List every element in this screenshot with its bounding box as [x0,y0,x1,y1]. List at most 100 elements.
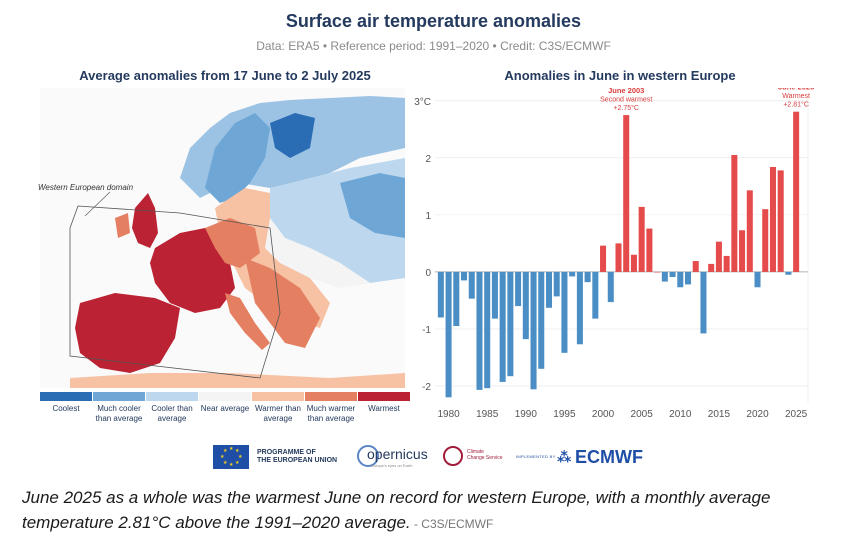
annotation-line: Second warmest [600,97,652,104]
map-region-france [150,228,235,313]
copernicus-icon [357,445,379,467]
bar-1995 [561,271,568,353]
c3s-icon [443,446,463,466]
bar-1990 [522,271,529,340]
legend-item-much-cooler: Much cooler than average [93,392,145,424]
bar-1989 [515,271,522,307]
y-tick-label: 0 [425,268,431,279]
bar-2010 [677,271,684,288]
map-region-germany [205,218,260,268]
bar-chart: -2 -1 0 1 2 3°C 1980 1985 1990 1995 2000 2005 2010 2… [414,88,814,420]
bar-1982 [461,271,468,281]
x-tick-label: 2015 [708,409,731,420]
legend-item-near-average: Near average [199,392,251,414]
bar-1981 [453,271,460,327]
bar-1987 [499,271,506,382]
bar-chart-title: Anomalies in June in western Europe [504,68,736,83]
copernicus-logo-text: opernicus [367,446,428,462]
x-tick-label: 2020 [746,409,769,420]
bar-1996 [569,271,576,277]
annotation-line: June 2025 [778,88,814,92]
map-region-uk [132,193,158,248]
bar-2016 [723,255,730,272]
bar-2023 [777,170,784,272]
legend-swatch [358,392,410,401]
bar-2014 [708,263,715,272]
y-tick-label: -2 [422,382,431,393]
x-tick-label: 1980 [437,409,460,420]
legend-swatch [199,392,251,401]
bar-1998 [584,271,591,283]
bar-1992 [538,271,545,369]
bar-2019 [746,190,753,272]
eu-flag-icon: ★ ★ ★ ★ ★ ★ ★ ★ [213,445,249,469]
ecmwf-logo-text: ECMWF [575,447,643,467]
y-tick-label: 3°C [414,97,431,108]
map-title: Average anomalies from 17 June to 2 July… [79,68,371,83]
c3s-logo-text: Climate Change Service [467,449,507,461]
legend-swatch [93,392,145,401]
legend-label: Coolest [52,404,80,413]
anomaly-map: Western European domain [38,88,405,388]
map-region-italy [225,293,270,350]
map-region-north-africa [70,373,405,388]
eu-programme-text: PROGRAMME OF THE EUROPEAN UNION [257,449,357,465]
bar-1979 [437,271,444,318]
x-axis-ticks: 1980 1985 1990 1995 2000 2005 2010 2015 2020 2025 [437,409,807,420]
bar-2021 [762,209,769,272]
caption-text: June 2025 as a whole was the warmest Jun… [22,488,771,532]
bar-2004 [630,254,637,272]
bar-2007 [654,271,661,273]
eu-text-line: THE EUROPEAN UNION [257,457,338,464]
bar-2005 [638,206,645,272]
bar-1985 [484,271,491,389]
bar-2020 [754,271,761,288]
bar-1986 [491,271,498,319]
caption: June 2025 as a whole was the warmest Jun… [22,485,852,537]
bar-2009 [669,271,676,278]
legend-item-cooler: Cooler than average [146,392,198,424]
bar-2025 [793,111,800,272]
bar-2013 [700,271,707,334]
caption-credit: - C3S/ECMWF [410,517,494,531]
bar-2022 [769,166,776,272]
x-tick-label: 1990 [515,409,538,420]
bar-1983 [468,271,475,299]
bar-1980 [445,271,452,398]
x-tick-label: 1995 [553,409,576,420]
x-tick-label: 1985 [476,409,499,420]
legend-swatch [252,392,304,401]
bar-2018 [739,230,746,272]
y-tick-label: 2 [425,154,431,165]
legend-swatch [40,392,92,401]
annotation-line: Warmest [782,93,810,100]
legend-label: Much warmer than average [306,404,356,423]
legend-label: Cooler than average [151,404,193,423]
legend-item-warmer: Warmer than average [252,392,304,424]
bar-1984 [476,271,483,390]
ecmwf-icon: ⁂ [557,450,572,466]
bar-2008 [661,271,668,282]
bar-2001 [607,271,614,303]
eu-text-line: PROGRAMME OF [257,449,316,456]
bar-1994 [553,271,560,297]
bar-2024 [785,271,792,275]
copernicus-subtext: Europe's eyes on Earth [371,463,413,468]
map-legend: Coolest Much cooler than average Cooler … [40,392,410,432]
x-tick-label: 2010 [669,409,692,420]
legend-item-much-warmer: Much warmer than average [305,392,357,424]
bar-series [437,111,800,398]
logo-strip: ★ ★ ★ ★ ★ ★ ★ ★ PROGRAMME OF THE EUROPEA… [205,442,665,472]
bar-1993 [545,271,553,308]
legend-label: Warmer than average [255,404,301,423]
c3s-line: Change Service [467,455,503,461]
legend-swatch [146,392,198,401]
bar-1991 [530,271,537,390]
y-tick-label: -1 [422,325,431,336]
legend-label: Much cooler than average [95,404,143,423]
annotation-line: +2.75°C [613,104,639,112]
legend-swatch [305,392,357,401]
bar-2003 [623,115,630,272]
map-region-near-average [265,218,370,288]
bar-1997 [576,271,583,345]
